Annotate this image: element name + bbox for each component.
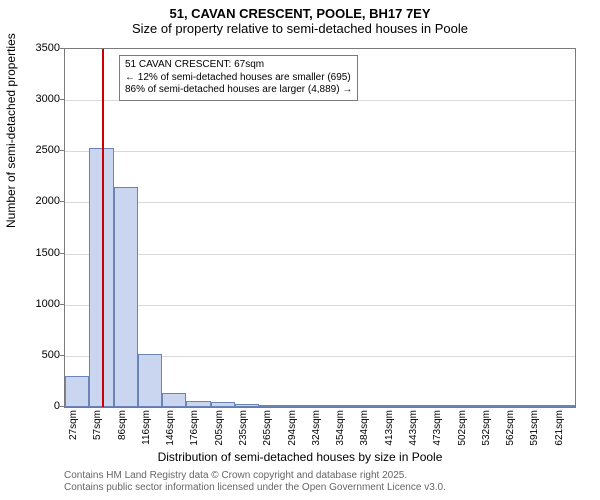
x-tick-label: 591sqm: [529, 410, 540, 446]
y-tick-mark: [60, 99, 64, 100]
y-tick-mark: [60, 48, 64, 49]
histogram-bar: [114, 187, 138, 407]
y-tick-label: 0: [4, 400, 60, 412]
gridline: [65, 202, 575, 203]
histogram-bar: [454, 405, 478, 407]
y-tick-label: 500: [4, 349, 60, 361]
histogram-bar: [235, 404, 259, 407]
y-tick-label: 2000: [4, 195, 60, 207]
annotation-line: ← 12% of semi-detached houses are smalle…: [125, 72, 352, 85]
chart-title: 51, CAVAN CRESCENT, POOLE, BH17 7EY: [0, 0, 600, 21]
annotation-box: 51 CAVAN CRESCENT: 67sqm← 12% of semi-de…: [119, 55, 358, 101]
x-tick-label: 443sqm: [408, 410, 419, 446]
x-tick-label: 27sqm: [68, 410, 79, 440]
x-tick-label: 324sqm: [311, 410, 322, 446]
x-tick-label: 176sqm: [189, 410, 200, 446]
histogram-bar: [138, 354, 162, 407]
histogram-bar: [356, 405, 380, 407]
property-marker-line: [102, 49, 104, 407]
histogram-bar: [308, 405, 332, 407]
histogram-bar: [429, 405, 453, 407]
plot-area: 51 CAVAN CRESCENT: 67sqm← 12% of semi-de…: [64, 48, 576, 408]
histogram-bar: [502, 405, 526, 407]
y-tick-mark: [60, 253, 64, 254]
x-tick-label: 86sqm: [117, 410, 128, 440]
x-tick-label: 146sqm: [165, 410, 176, 446]
histogram-bar: [381, 405, 405, 407]
x-tick-label: 532sqm: [481, 410, 492, 446]
y-tick-mark: [60, 304, 64, 305]
gridline: [65, 305, 575, 306]
y-tick-label: 2500: [4, 144, 60, 156]
histogram-bar: [186, 401, 210, 407]
x-tick-label: 413sqm: [384, 410, 395, 446]
x-tick-label: 265sqm: [262, 410, 273, 446]
chart-subtitle: Size of property relative to semi-detach…: [0, 21, 600, 40]
y-tick-mark: [60, 201, 64, 202]
histogram-bar: [332, 405, 356, 407]
y-tick-label: 1000: [4, 298, 60, 310]
chart-container: 51, CAVAN CRESCENT, POOLE, BH17 7EY Size…: [0, 0, 600, 500]
x-tick-label: 205sqm: [214, 410, 225, 446]
histogram-bar: [551, 405, 575, 407]
x-tick-label: 57sqm: [92, 410, 103, 440]
x-axis-label: Distribution of semi-detached houses by …: [0, 450, 600, 464]
annotation-line: 86% of semi-detached houses are larger (…: [125, 84, 352, 97]
x-tick-label: 473sqm: [432, 410, 443, 446]
attribution-text: Contains HM Land Registry data © Crown c…: [64, 470, 446, 494]
x-tick-label: 116sqm: [141, 410, 152, 445]
x-tick-label: 354sqm: [335, 410, 346, 446]
y-tick-label: 3500: [4, 42, 60, 54]
x-tick-label: 621sqm: [554, 410, 565, 446]
y-tick-label: 1500: [4, 247, 60, 259]
histogram-bar: [405, 405, 429, 407]
y-tick-mark: [60, 406, 64, 407]
histogram-bar: [162, 393, 186, 407]
x-tick-label: 235sqm: [238, 410, 249, 446]
attribution-line: Contains HM Land Registry data © Crown c…: [64, 470, 446, 482]
histogram-bar: [284, 405, 308, 407]
histogram-bar: [259, 405, 283, 407]
gridline: [65, 151, 575, 152]
x-tick-label: 294sqm: [287, 410, 298, 446]
x-tick-label: 562sqm: [505, 410, 516, 446]
y-tick-mark: [60, 355, 64, 356]
histogram-bar: [211, 402, 235, 407]
annotation-line: 51 CAVAN CRESCENT: 67sqm: [125, 59, 352, 72]
x-tick-label: 502sqm: [457, 410, 468, 446]
y-tick-mark: [60, 150, 64, 151]
x-tick-label: 384sqm: [359, 410, 370, 446]
y-tick-label: 3000: [4, 93, 60, 105]
attribution-line: Contains public sector information licen…: [64, 482, 446, 494]
histogram-bar: [526, 405, 550, 407]
gridline: [65, 254, 575, 255]
histogram-bar: [478, 405, 502, 407]
histogram-bar: [65, 376, 89, 407]
